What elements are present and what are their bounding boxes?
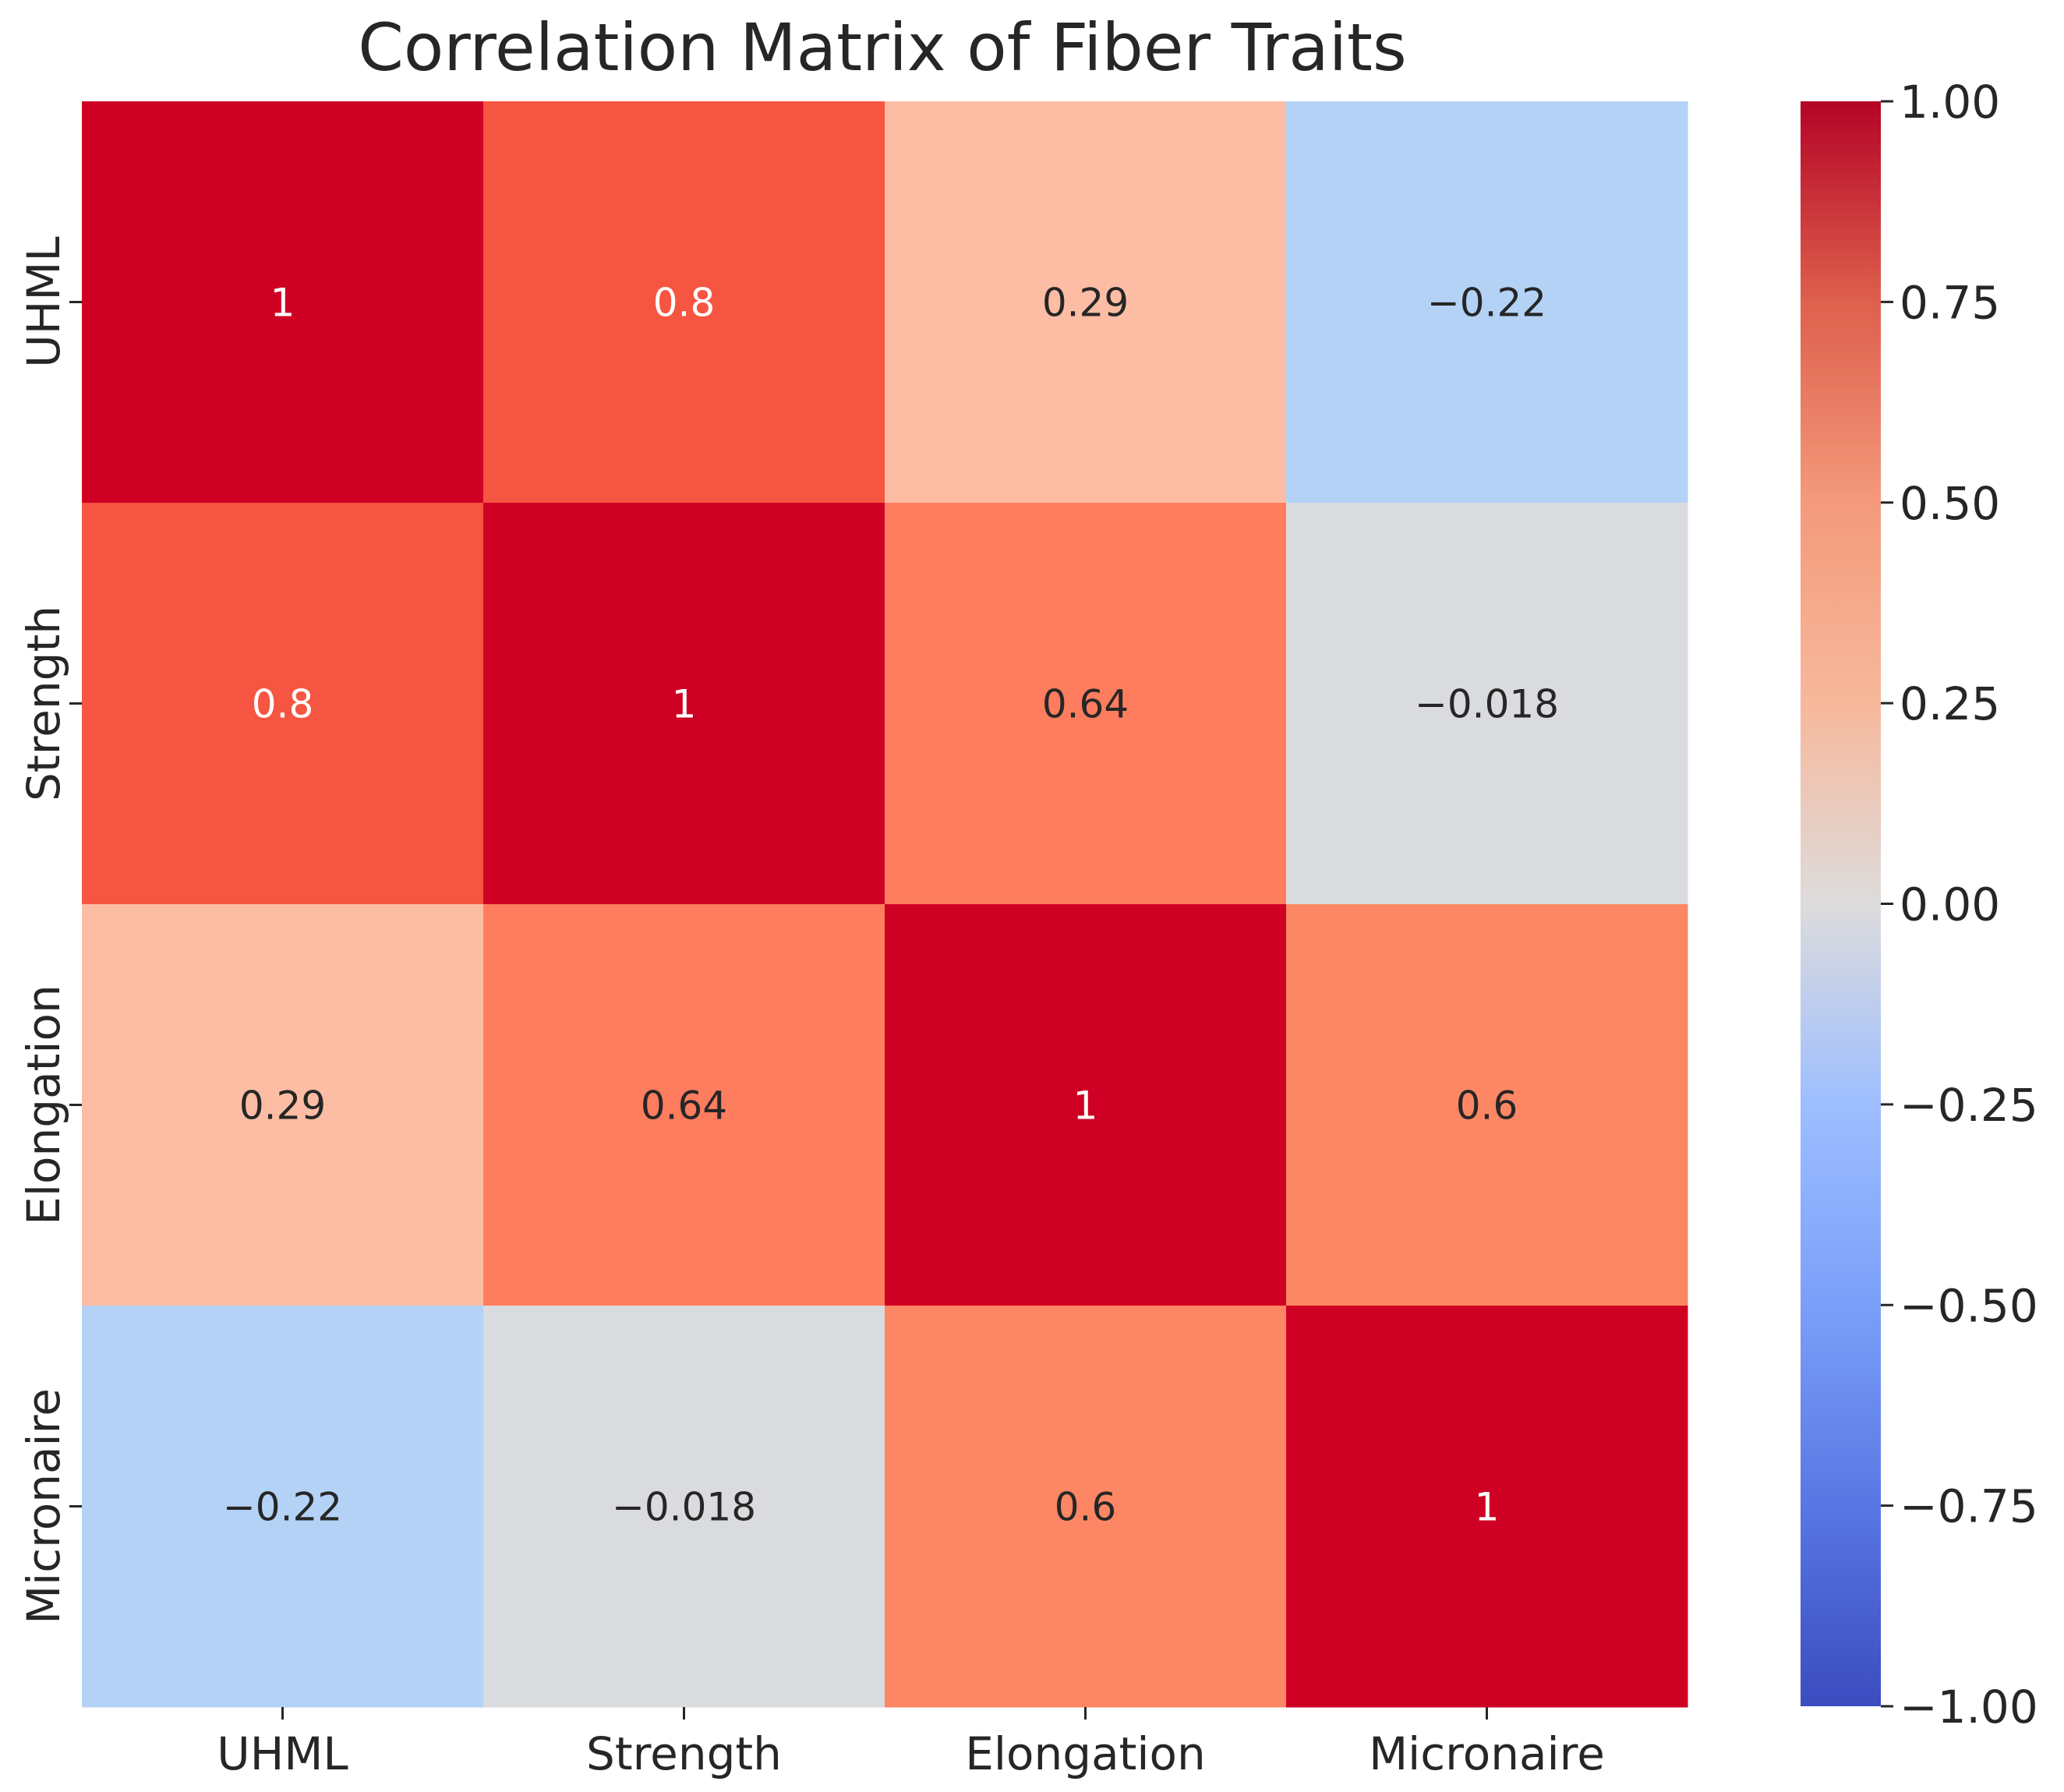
cell-value-label: 0.8 xyxy=(653,281,716,326)
y-axis: UHML Strength Elongation Micronaire xyxy=(17,236,82,1624)
chart-title: Correlation Matrix of Fiber Traits xyxy=(358,9,1407,86)
cell-value-label: 1 xyxy=(1073,1083,1098,1129)
x-tick-label: UHML xyxy=(217,1727,348,1780)
heatmap-cell xyxy=(885,1306,1287,1708)
colorbar-tick-label: −0.50 xyxy=(1900,1279,2038,1332)
heatmap-cell xyxy=(1286,904,1688,1306)
heatmap-cell xyxy=(483,904,885,1306)
colorbar-tick-label: 0.75 xyxy=(1900,276,2000,329)
cell-value-label: 0.6 xyxy=(1055,1485,1117,1530)
heatmap-cell xyxy=(1286,503,1688,905)
colorbar-tick-label: 0.50 xyxy=(1900,477,2000,530)
heatmap-cells: 1 0.8 0.29 −0.22 0.8 1 0.64 −0.018 0.29 0.64 1 0.6 −… xyxy=(82,101,1688,1708)
x-tick-label: Elongation xyxy=(965,1727,1205,1780)
x-tick-label: Micronaire xyxy=(1369,1727,1605,1780)
cell-value-label: −0.018 xyxy=(1415,682,1559,727)
cell-value-label: 1 xyxy=(1475,1485,1500,1530)
cell-value-label: 0.6 xyxy=(1456,1083,1518,1129)
cell-value-label: 0.8 xyxy=(252,682,314,727)
heatmap-cell xyxy=(885,503,1287,905)
cell-value-label: −0.018 xyxy=(612,1485,756,1530)
y-tick-label: UHML xyxy=(17,236,70,367)
heatmap-cell xyxy=(82,503,484,905)
cell-value-label: 0.64 xyxy=(1042,682,1129,727)
x-tick-label: Strength xyxy=(586,1727,782,1780)
colorbar-tick-label: 1.00 xyxy=(1900,76,2000,129)
heatmap-cell xyxy=(885,101,1287,504)
heatmap-cell xyxy=(82,101,484,504)
x-axis: UHML Strength Elongation Micronaire xyxy=(217,1707,1605,1780)
heatmap-cell xyxy=(1286,101,1688,504)
cell-value-label: 0.29 xyxy=(239,1083,326,1129)
colorbar-axis: 1.00 0.75 0.50 0.25 0.00 −0.25 −0.50 −0.75 −1.00 xyxy=(1881,76,2038,1734)
cell-value-label: 0.64 xyxy=(641,1083,727,1129)
heatmap-cell xyxy=(483,101,885,504)
cell-value-label: −0.22 xyxy=(223,1485,342,1530)
colorbar-tick-label: −0.75 xyxy=(1900,1480,2038,1533)
cell-value-label: −0.22 xyxy=(1427,281,1546,326)
colorbar-tick-label: 0.25 xyxy=(1900,677,2000,730)
heatmap-cell xyxy=(483,503,885,905)
heatmap-cell xyxy=(1286,1306,1688,1708)
heatmap-cell xyxy=(885,904,1287,1306)
colorbar-tick-label: 0.00 xyxy=(1900,878,2000,931)
colorbar-tick-label: −0.25 xyxy=(1900,1079,2038,1132)
colorbar-tick-label: −1.00 xyxy=(1900,1681,2038,1734)
y-tick-label: Strength xyxy=(17,606,70,801)
heatmap-cell xyxy=(82,1306,484,1708)
cell-value-label: 0.29 xyxy=(1042,281,1129,326)
heatmap-cell xyxy=(82,904,484,1306)
heatmap-cell xyxy=(483,1306,885,1708)
y-tick-label: Micronaire xyxy=(17,1388,70,1624)
colorbar xyxy=(1801,101,1881,1706)
cell-value-label: 1 xyxy=(270,281,295,326)
y-tick-label: Elongation xyxy=(17,984,70,1225)
cell-value-label: 1 xyxy=(672,682,697,727)
